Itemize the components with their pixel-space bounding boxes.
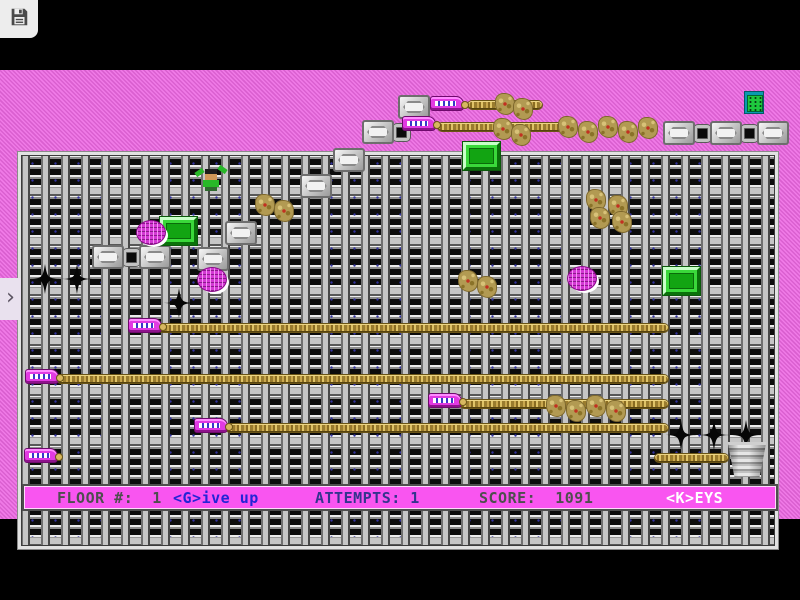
score-indicator: SCORE: 1091 bbox=[479, 489, 594, 507]
keys-hint: <K>EYS bbox=[666, 489, 724, 507]
game-screen-frame: FLOOR #: 1 <G>ive up ATTEMPTS: 1 SCORE: … bbox=[0, 70, 800, 549]
save-button[interactable] bbox=[0, 0, 38, 38]
sidebar-expand-handle[interactable]: › bbox=[0, 278, 21, 320]
attempts-indicator: ATTEMPTS: 1 bbox=[315, 489, 420, 507]
chevron-right-icon: › bbox=[6, 285, 15, 310]
game-board[interactable] bbox=[18, 152, 778, 549]
floor-indicator: FLOOR #: 1 bbox=[57, 489, 162, 507]
give-up-hint: <G>ive up bbox=[173, 489, 259, 507]
save-floppy-icon bbox=[8, 6, 30, 32]
status-bar: FLOOR #: 1 <G>ive up ATTEMPTS: 1 SCORE: … bbox=[22, 484, 778, 511]
